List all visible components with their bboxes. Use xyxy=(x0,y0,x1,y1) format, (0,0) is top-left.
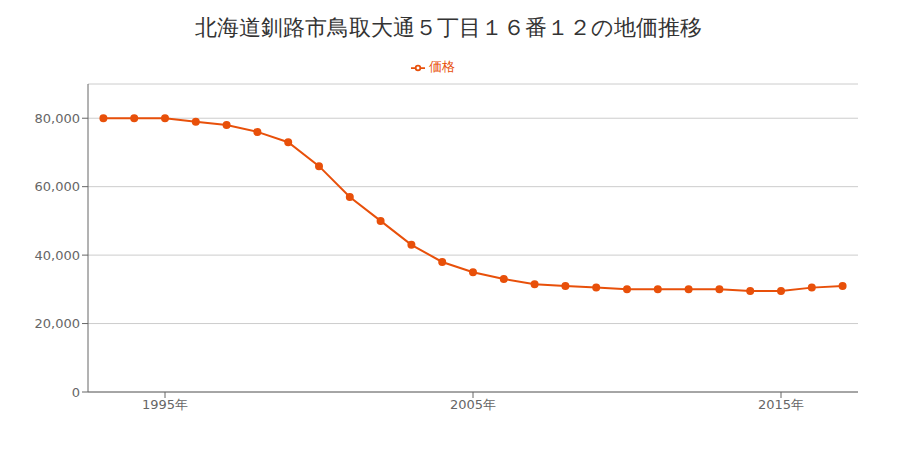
html-text:北海道釧路市鳥取大通５丁目１６番１２の地価推移: 北海道釧路市鳥取大通５丁目１６番１２の地価推移 xyxy=(194,15,702,40)
svg-text:40,000: 40,000 xyxy=(35,248,81,263)
svg-text:2005年: 2005年 xyxy=(450,397,496,412)
svg-text:2015年: 2015年 xyxy=(758,397,804,412)
svg-text:1995年: 1995年 xyxy=(142,397,188,412)
svg-text:60,000: 60,000 xyxy=(35,179,81,194)
svg-text:80,000: 80,000 xyxy=(35,111,81,126)
svg-text:0: 0 xyxy=(72,385,80,400)
svg-text:20,000: 20,000 xyxy=(35,316,81,331)
html-text:価格: 価格 xyxy=(429,59,455,74)
